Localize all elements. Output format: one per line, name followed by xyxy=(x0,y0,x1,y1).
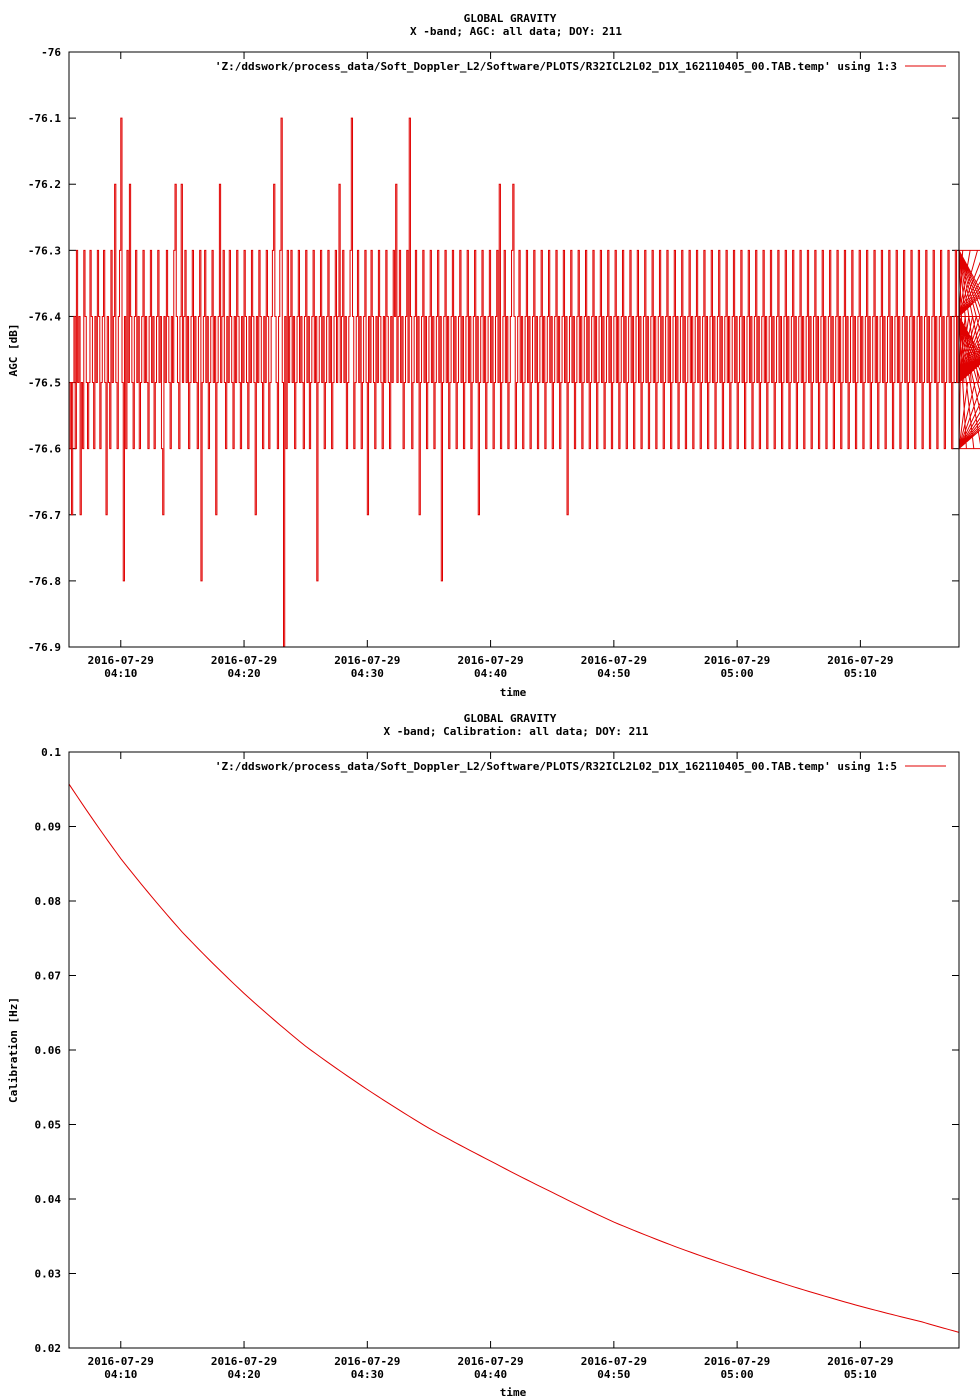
y-axis-label: AGC [dB] xyxy=(7,324,20,377)
x-tick-date-label: 2016-07-29 xyxy=(334,654,400,667)
x-tick-time-label: 04:10 xyxy=(104,667,137,680)
y-tick-label: -76.2 xyxy=(28,178,61,191)
y-tick-label: 0.03 xyxy=(35,1268,62,1281)
x-tick-time-label: 04:50 xyxy=(597,1368,630,1381)
y-tick-label: 0.05 xyxy=(35,1119,62,1132)
x-tick-time-label: 05:00 xyxy=(721,1368,754,1381)
x-axis-label: time xyxy=(500,1386,527,1399)
y-tick-label: -76.6 xyxy=(28,443,61,456)
y-tick-label: 0.1 xyxy=(41,746,61,759)
x-tick-date-label: 2016-07-29 xyxy=(334,1355,400,1368)
x-tick-date-label: 2016-07-29 xyxy=(704,1355,770,1368)
x-tick-date-label: 2016-07-29 xyxy=(88,1355,154,1368)
chart-subtitle: X -band; Calibration: all data; DOY: 211 xyxy=(384,725,649,738)
y-tick-label: -76.1 xyxy=(28,112,61,125)
x-tick-date-label: 2016-07-29 xyxy=(211,654,277,667)
x-tick-time-label: 04:30 xyxy=(351,1368,384,1381)
y-tick-label: -76.7 xyxy=(28,509,61,522)
legend-label: 'Z:/ddswork/process_data/Soft_Doppler_L2… xyxy=(215,760,897,773)
legend-label: 'Z:/ddswork/process_data/Soft_Doppler_L2… xyxy=(215,60,897,73)
x-tick-date-label: 2016-07-29 xyxy=(827,654,893,667)
y-tick-label: 0.04 xyxy=(35,1193,62,1206)
x-tick-date-label: 2016-07-29 xyxy=(211,1355,277,1368)
calibration-chart: GLOBAL GRAVITY X -band; Calibration: all… xyxy=(7,712,960,1399)
plot-frame xyxy=(68,751,960,1349)
y-tick-label: -76.3 xyxy=(28,244,61,257)
x-tick-time-label: 04:40 xyxy=(474,667,507,680)
y-tick-label: -76.9 xyxy=(28,641,61,654)
x-axis-label: time xyxy=(500,686,527,699)
chart-title: GLOBAL GRAVITY xyxy=(464,12,557,25)
x-tick-time-label: 04:30 xyxy=(351,667,384,680)
x-tick-group: 2016-07-2904:102016-07-2904:202016-07-29… xyxy=(88,52,894,680)
x-tick-date-label: 2016-07-29 xyxy=(581,1355,647,1368)
y-tick-label: -76.8 xyxy=(28,575,61,588)
x-tick-date-label: 2016-07-29 xyxy=(457,654,523,667)
calibration-series-line xyxy=(68,783,960,1333)
y-tick-label: 0.06 xyxy=(35,1044,62,1057)
x-tick-date-label: 2016-07-29 xyxy=(704,654,770,667)
x-tick-time-label: 05:10 xyxy=(844,667,877,680)
y-tick-label: -76 xyxy=(41,46,61,59)
agc-chart: GLOBAL GRAVITY X -band; AGC: all data; D… xyxy=(7,12,980,699)
y-tick-label: 0.02 xyxy=(35,1342,62,1355)
y-tick-group: 0.1 0.09 0.08 0.07 0.06 0.05 0.04 0.03 0.02 xyxy=(35,746,959,1355)
x-tick-date-label: 2016-07-29 xyxy=(457,1355,523,1368)
plot-frame xyxy=(68,51,960,648)
x-tick-time-label: 04:20 xyxy=(227,1368,260,1381)
x-tick-time-label: 04:20 xyxy=(227,667,260,680)
y-tick-label: 0.07 xyxy=(35,970,62,983)
chart-title: GLOBAL GRAVITY xyxy=(464,712,557,725)
y-tick-label: 0.08 xyxy=(35,895,62,908)
chart-subtitle: X -band; AGC: all data; DOY: 211 xyxy=(410,25,622,38)
x-tick-date-label: 2016-07-29 xyxy=(581,654,647,667)
agc-series-line xyxy=(69,117,980,648)
y-tick-label: -76.5 xyxy=(28,377,61,390)
x-tick-time-label: 05:10 xyxy=(844,1368,877,1381)
x-tick-time-label: 05:00 xyxy=(721,667,754,680)
y-tick-label: 0.09 xyxy=(35,821,62,834)
x-tick-group: 2016-07-2904:102016-07-2904:202016-07-29… xyxy=(88,752,894,1381)
x-tick-time-label: 04:50 xyxy=(597,667,630,680)
y-axis-label: Calibration [Hz] xyxy=(7,997,20,1103)
x-tick-date-label: 2016-07-29 xyxy=(827,1355,893,1368)
x-tick-time-label: 04:40 xyxy=(474,1368,507,1381)
x-tick-date-label: 2016-07-29 xyxy=(88,654,154,667)
x-tick-time-label: 04:10 xyxy=(104,1368,137,1381)
y-tick-label: -76.4 xyxy=(28,310,61,323)
